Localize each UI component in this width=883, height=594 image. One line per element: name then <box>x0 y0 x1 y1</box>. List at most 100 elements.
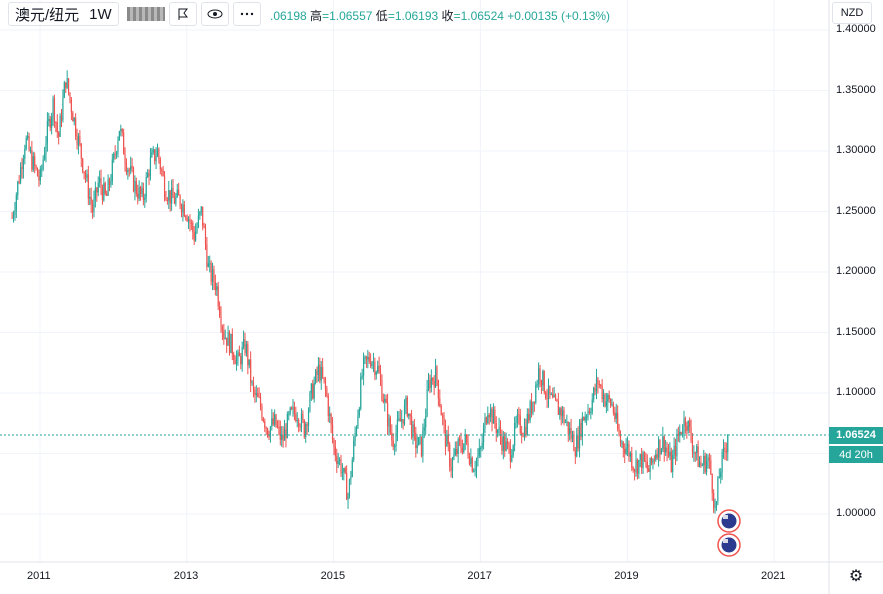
candle <box>412 420 414 445</box>
candle <box>148 169 150 186</box>
flag-icon[interactable] <box>168 2 197 26</box>
candle <box>266 427 269 438</box>
candle <box>134 175 136 201</box>
candle <box>408 413 410 420</box>
candle <box>79 130 81 147</box>
candle <box>324 376 327 398</box>
chart-header: 澳元/纽元 1W <box>8 2 261 26</box>
candle <box>436 365 438 387</box>
candle <box>590 407 592 420</box>
candle <box>350 470 352 485</box>
candle <box>593 386 595 403</box>
more-icon[interactable] <box>232 2 261 26</box>
candle <box>624 443 626 464</box>
low-label: 低 <box>375 9 388 23</box>
candle <box>628 440 630 462</box>
candle <box>584 411 586 423</box>
candle <box>310 383 312 401</box>
candle <box>365 355 368 368</box>
timeframe-label[interactable]: 1W <box>89 5 112 23</box>
candle <box>591 393 593 415</box>
candle <box>14 201 16 221</box>
candle <box>512 444 514 458</box>
candle <box>303 419 305 439</box>
candle <box>368 351 370 364</box>
candle <box>172 178 174 199</box>
candle <box>478 438 480 459</box>
candle <box>388 414 390 435</box>
candle <box>230 333 232 354</box>
symbol-selector[interactable]: 澳元/纽元 1W <box>8 2 119 26</box>
candle <box>386 393 389 436</box>
candle <box>683 410 685 441</box>
chart-grid <box>0 0 829 562</box>
candle <box>337 452 339 469</box>
candle <box>639 453 641 468</box>
candle <box>358 406 360 419</box>
candle <box>665 439 667 456</box>
candle <box>59 113 61 138</box>
candle <box>34 152 36 174</box>
candle <box>104 181 106 196</box>
candle <box>550 392 552 396</box>
candle <box>522 432 524 438</box>
candle <box>546 388 548 409</box>
candle <box>300 408 303 433</box>
candle <box>320 360 322 390</box>
candle <box>22 154 25 179</box>
candle <box>199 210 201 220</box>
candle <box>75 113 77 141</box>
candle <box>612 401 615 416</box>
candle <box>203 222 205 229</box>
gear-icon[interactable]: ⚙ <box>848 568 864 585</box>
candle <box>539 364 541 388</box>
candle <box>643 451 646 463</box>
candle <box>442 412 444 426</box>
candle <box>413 419 415 441</box>
candle <box>379 364 382 387</box>
candle <box>490 403 492 423</box>
candle <box>62 89 64 123</box>
candle <box>447 425 449 452</box>
candle <box>450 458 452 478</box>
candle <box>77 133 80 155</box>
candle <box>141 182 143 198</box>
currency-badge[interactable]: NZD <box>832 2 872 24</box>
candle <box>672 449 674 478</box>
candle <box>341 463 344 481</box>
candle <box>357 409 359 430</box>
candle <box>456 441 458 457</box>
candle <box>432 377 434 385</box>
candle <box>269 425 272 443</box>
candle <box>528 408 530 424</box>
candle <box>243 330 245 350</box>
candle <box>45 135 47 163</box>
y-tick-label: 1.20000 <box>836 265 876 277</box>
candle <box>125 158 128 176</box>
candle <box>449 441 451 472</box>
candle <box>693 445 695 462</box>
eye-icon[interactable] <box>200 2 229 26</box>
candle <box>617 405 619 432</box>
candle <box>618 423 620 437</box>
candle <box>652 458 654 470</box>
candle <box>650 456 653 466</box>
candle <box>330 412 332 434</box>
candle <box>152 146 154 155</box>
candle <box>344 466 346 475</box>
candle <box>29 146 32 154</box>
candle <box>346 465 348 500</box>
candle <box>463 443 465 454</box>
candle <box>127 167 129 180</box>
candle <box>322 358 324 380</box>
candle <box>228 330 231 356</box>
candle <box>720 468 722 484</box>
candle <box>586 413 588 426</box>
candle <box>642 450 644 474</box>
candle <box>360 372 362 411</box>
candle <box>514 416 516 452</box>
candle <box>58 131 60 145</box>
candle <box>659 439 661 462</box>
candle <box>32 151 34 172</box>
